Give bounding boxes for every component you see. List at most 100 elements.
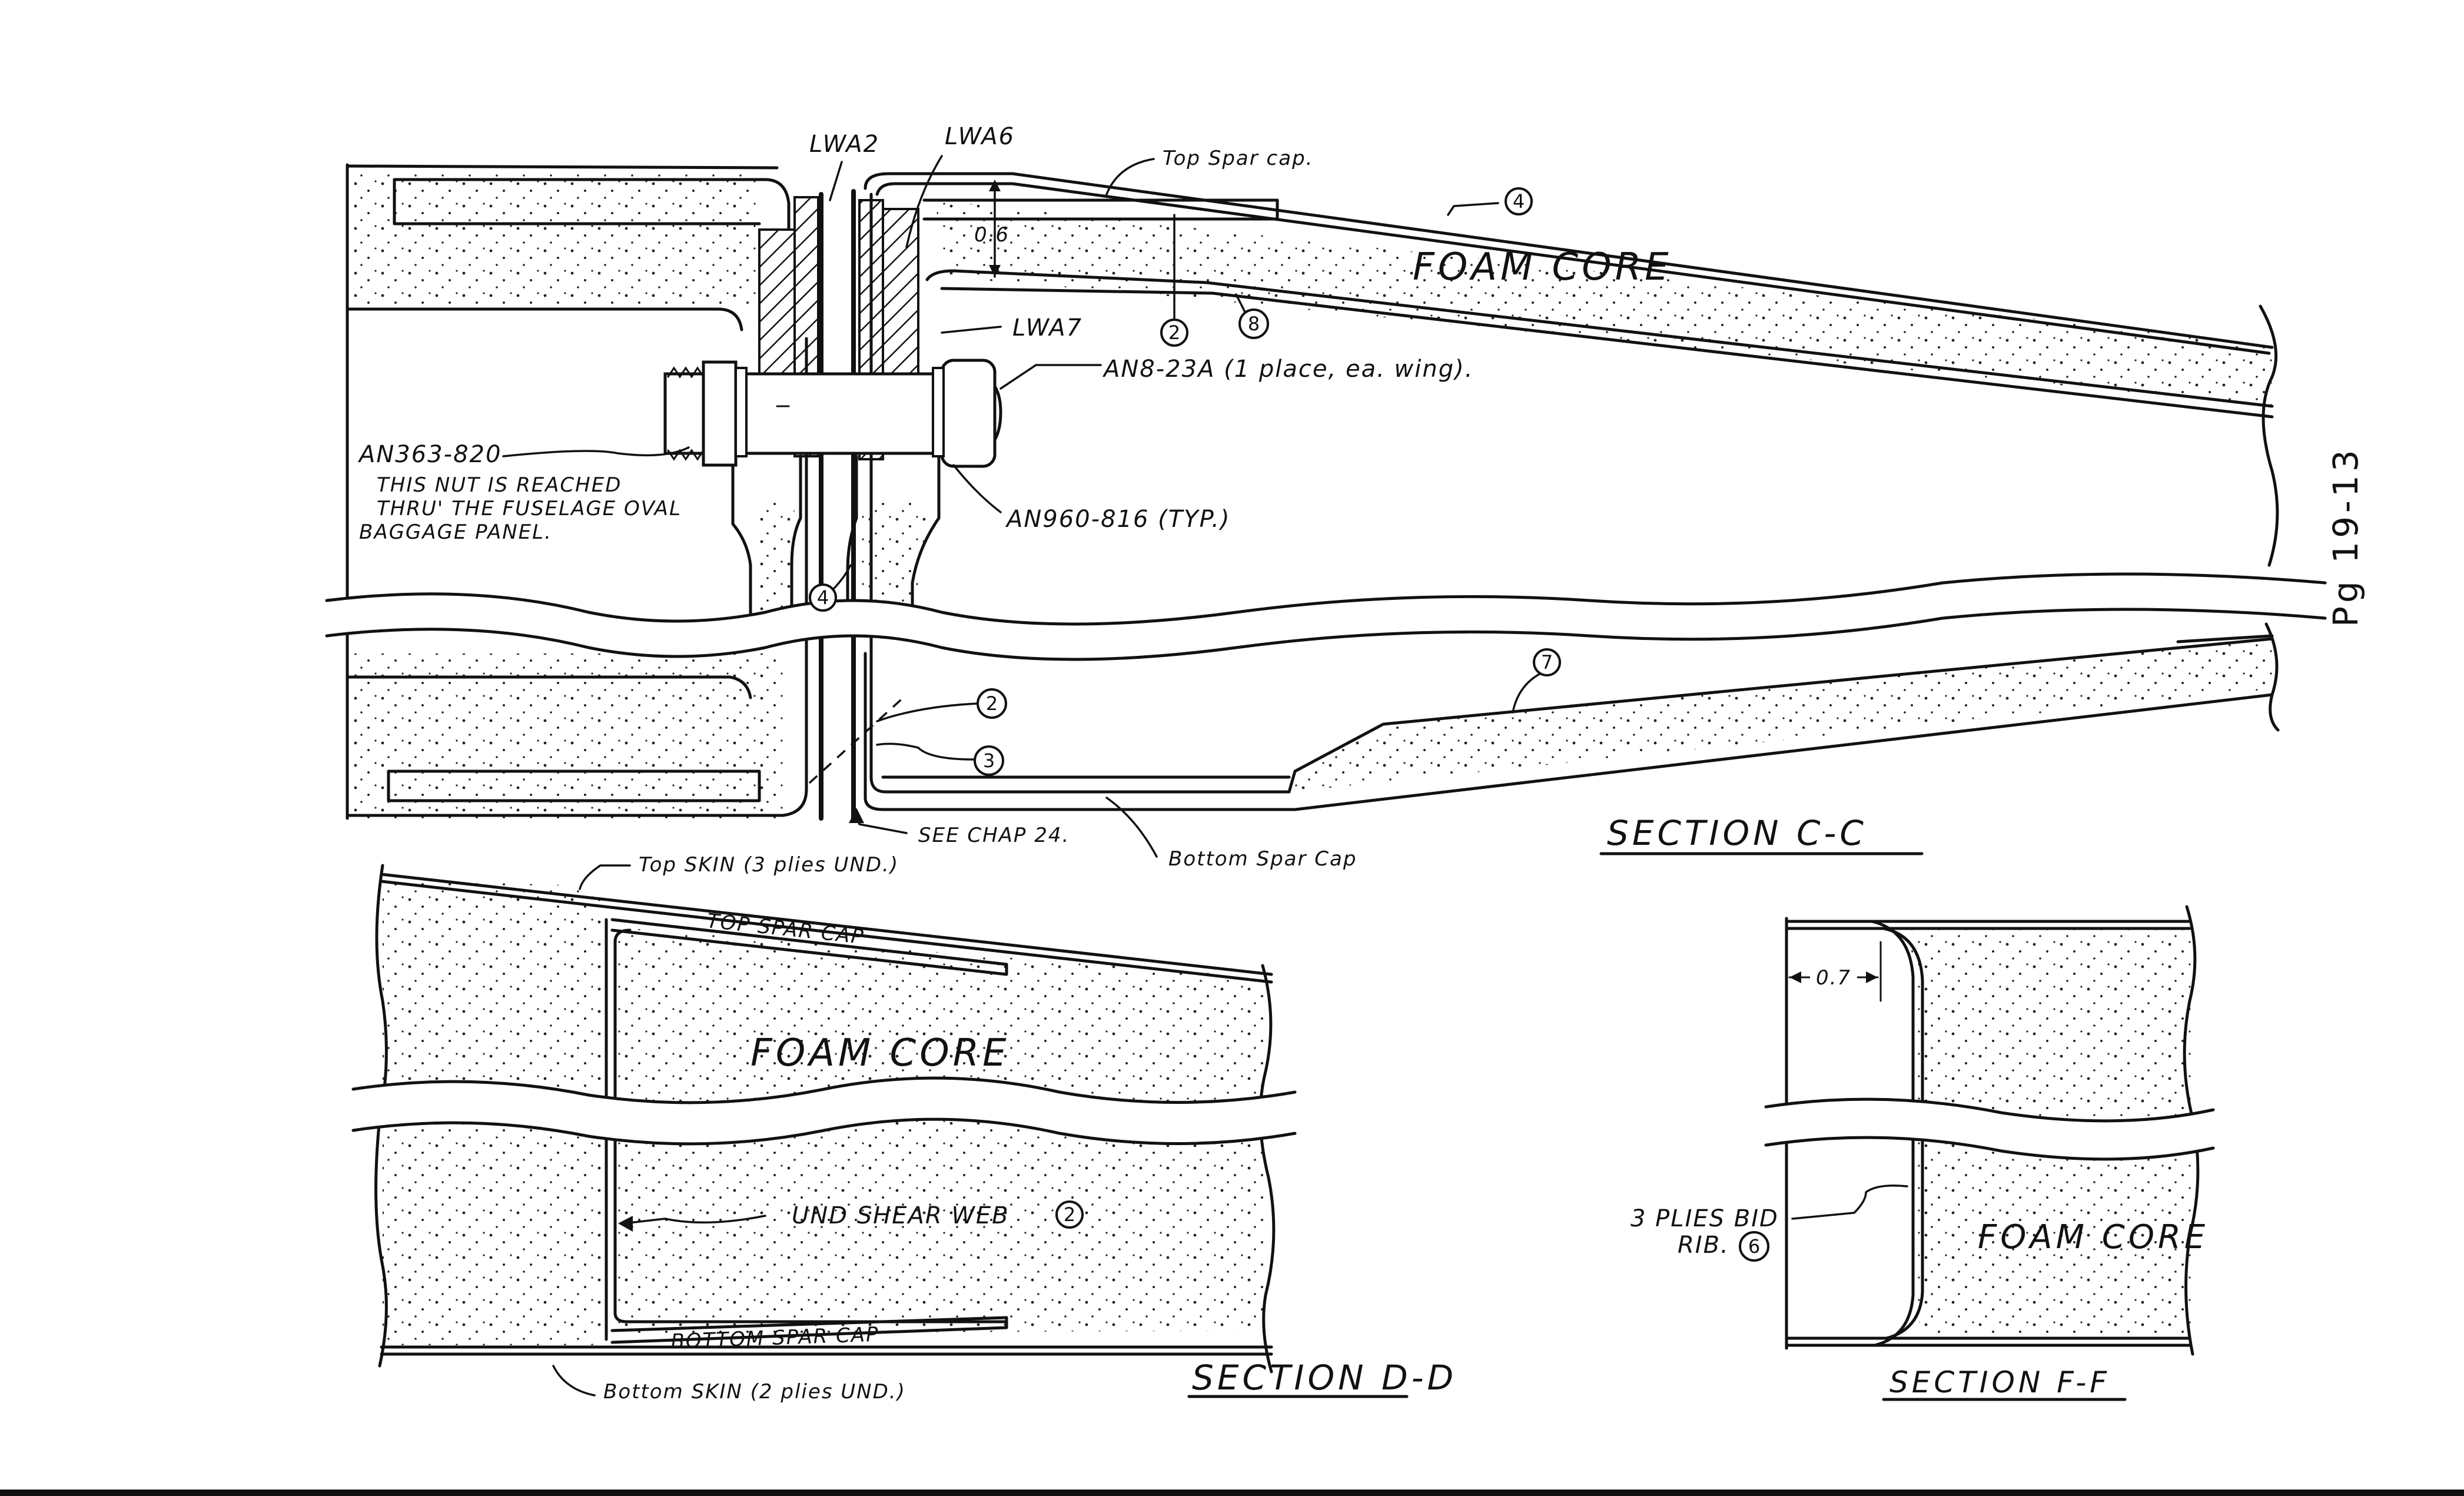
callout-8-number: 8 [1248,313,1260,335]
wing-bottom-skin [864,652,2274,811]
see-chap-dash [808,694,908,784]
dd-bottom-spar-cap [610,1316,1008,1344]
label-washer: AN960-816 (TYP.) [1005,506,1231,533]
fuselage-bottom-line [346,646,808,817]
top-spar-cap-leader [1105,158,1155,195]
dd-top-skin-2 [380,880,1273,984]
label-dim-06: 0.6 [974,223,1009,247]
fuselage-foam-upper [353,171,759,306]
wing-right-edge-lower [2264,622,2280,732]
label-see-chap: SEE CHAP 24. [918,824,1070,847]
page-number: Pg 19-13 [2326,446,2366,627]
ff-break-band [1766,1099,2213,1159]
callout-4-number: 4 [1513,190,1525,213]
label-top-spar-cap: Top Spar cap. [1163,147,1313,170]
callout-3-leader [876,742,975,761]
flare-foam-right [856,500,930,606]
nut-leader [502,446,690,457]
dd-shear-web-3 [613,940,1008,1323]
ff-rib-leader [1791,1185,1908,1220]
section-cc: 4 2 8 4 7 2 3 LWA2 LWA6 LWA7 Top Spar ca… [321,123,2331,871]
ff-rib-ref-number: 6 [1748,1235,1760,1258]
callout-2-number: 2 [1168,321,1180,344]
dd-shear-web-2 [613,928,632,944]
wing-foam-upper [936,200,2272,406]
label-foam-core-cc: FOAM CORE [1413,246,1672,289]
wing-lower-inner-2 [2176,634,2274,643]
ff-rib-inner [1882,927,1924,1340]
wing-foam-lower [1289,639,2272,792]
wing-inner-cap-2 [940,287,2274,419]
callout-3-number: 3 [983,749,995,772]
callout-3-circle [974,745,1004,776]
bolt-leader [999,364,1102,390]
fuselage-bottom-cap [387,769,761,802]
label-lwa6: LWA6 [945,123,1015,150]
callout-2b-number: 2 [986,692,998,715]
ff-dim-text-bg [1810,967,1857,988]
section-dd-title: SECTION D-D [1192,1358,1457,1398]
fuselage-cap-inner [393,178,761,225]
ff-dim-arrow-left [1789,971,1801,983]
bottom-spar-cap-leader [1105,797,1158,858]
dim-06-arrow-up [989,180,1001,191]
label-dd-foam-core: FOAM CORE [751,1031,1010,1075]
break-band-cc [321,574,2331,659]
wing-top-skin [864,172,2274,349]
break-line-cc-1 [325,572,2327,626]
label-bottom-spar-cap-cc: Bottom Spar Cap [1168,847,1357,871]
section-ff-title: SECTION F-F [1889,1365,2110,1399]
section-ff: 0.7 3 PLIES BID RIB. 6 FOAM CORE SECTION… [1631,905,2215,1401]
dd-break-line-2 [351,1117,1297,1146]
wing-web-2 [869,193,1291,794]
callout-2-circle [1160,319,1188,347]
ff-break-line-1 [1764,1097,2215,1123]
label-ff-foam-core: FOAM CORE [1978,1218,2209,1256]
callout-4b-circle [809,583,837,612]
wing-lower-inner [1287,637,2274,794]
lwa7-leader [941,326,1002,334]
dd-top-spar-cap [610,918,1008,976]
scan-edge-strip [0,1490,2464,1496]
fuselage-lower-inner [346,675,752,699]
callout-7-leader [1512,670,1546,714]
lwa6-leader [905,155,943,248]
callout-4-circle [1505,187,1533,215]
label-lwa2: LWA2 [809,131,879,158]
section-cc-title: SECTION C-C [1607,813,1867,853]
label-dd-top-skin: Top SKIN (3 plies UND.) [639,853,899,877]
label-nut-note-3: BAGGAGE PANEL. [359,520,552,544]
fuselage-cap-top [393,178,791,343]
label-nut-note-2: THRU' THE FUSELAGE OVAL [377,497,682,520]
dd-shear-web-leader [623,1215,766,1225]
flare-foam-left [756,500,795,612]
see-chap-leader [855,814,908,834]
dd-foam-right [615,927,1266,1334]
dd-web-ref-circle [1055,1200,1084,1229]
label-ff-dim-07: 0.7 [1816,966,1851,990]
washer-2 [932,367,945,457]
fuselage-inner-top [346,307,743,331]
lwa2-leader [829,161,843,201]
dim-06-arrow-down [989,265,1001,277]
callout-7-number: 7 [1541,651,1553,674]
bolt-head [940,359,997,468]
callout-2b-circle [977,688,1007,719]
dd-top-skin [380,873,1273,976]
callout-8-circle [1238,309,1269,339]
dd-bottom-skin-leader [552,1365,596,1397]
callout-7-circle [1533,648,1561,676]
fuselage-top-line [346,164,779,170]
top-spar-cap [922,198,1279,221]
dd-break-line-1 [351,1076,1297,1104]
washer-leader [952,464,1002,513]
see-chap-arrow [849,808,864,823]
label-ff-plies-2: RIB. [1678,1232,1729,1259]
label-lwa7: LWA7 [1012,314,1082,341]
label-nut: AN363-820 [357,441,502,468]
label-ff-plies-1: 3 PLIES BID [1631,1205,1779,1232]
label-nut-note-1: THIS NUT IS REACHED [377,473,622,497]
section-dd: 2 Top SKIN (3 plies UND.) TOP SPAR CAP F… [351,853,1457,1404]
fuselage-foam-lower [353,654,783,821]
